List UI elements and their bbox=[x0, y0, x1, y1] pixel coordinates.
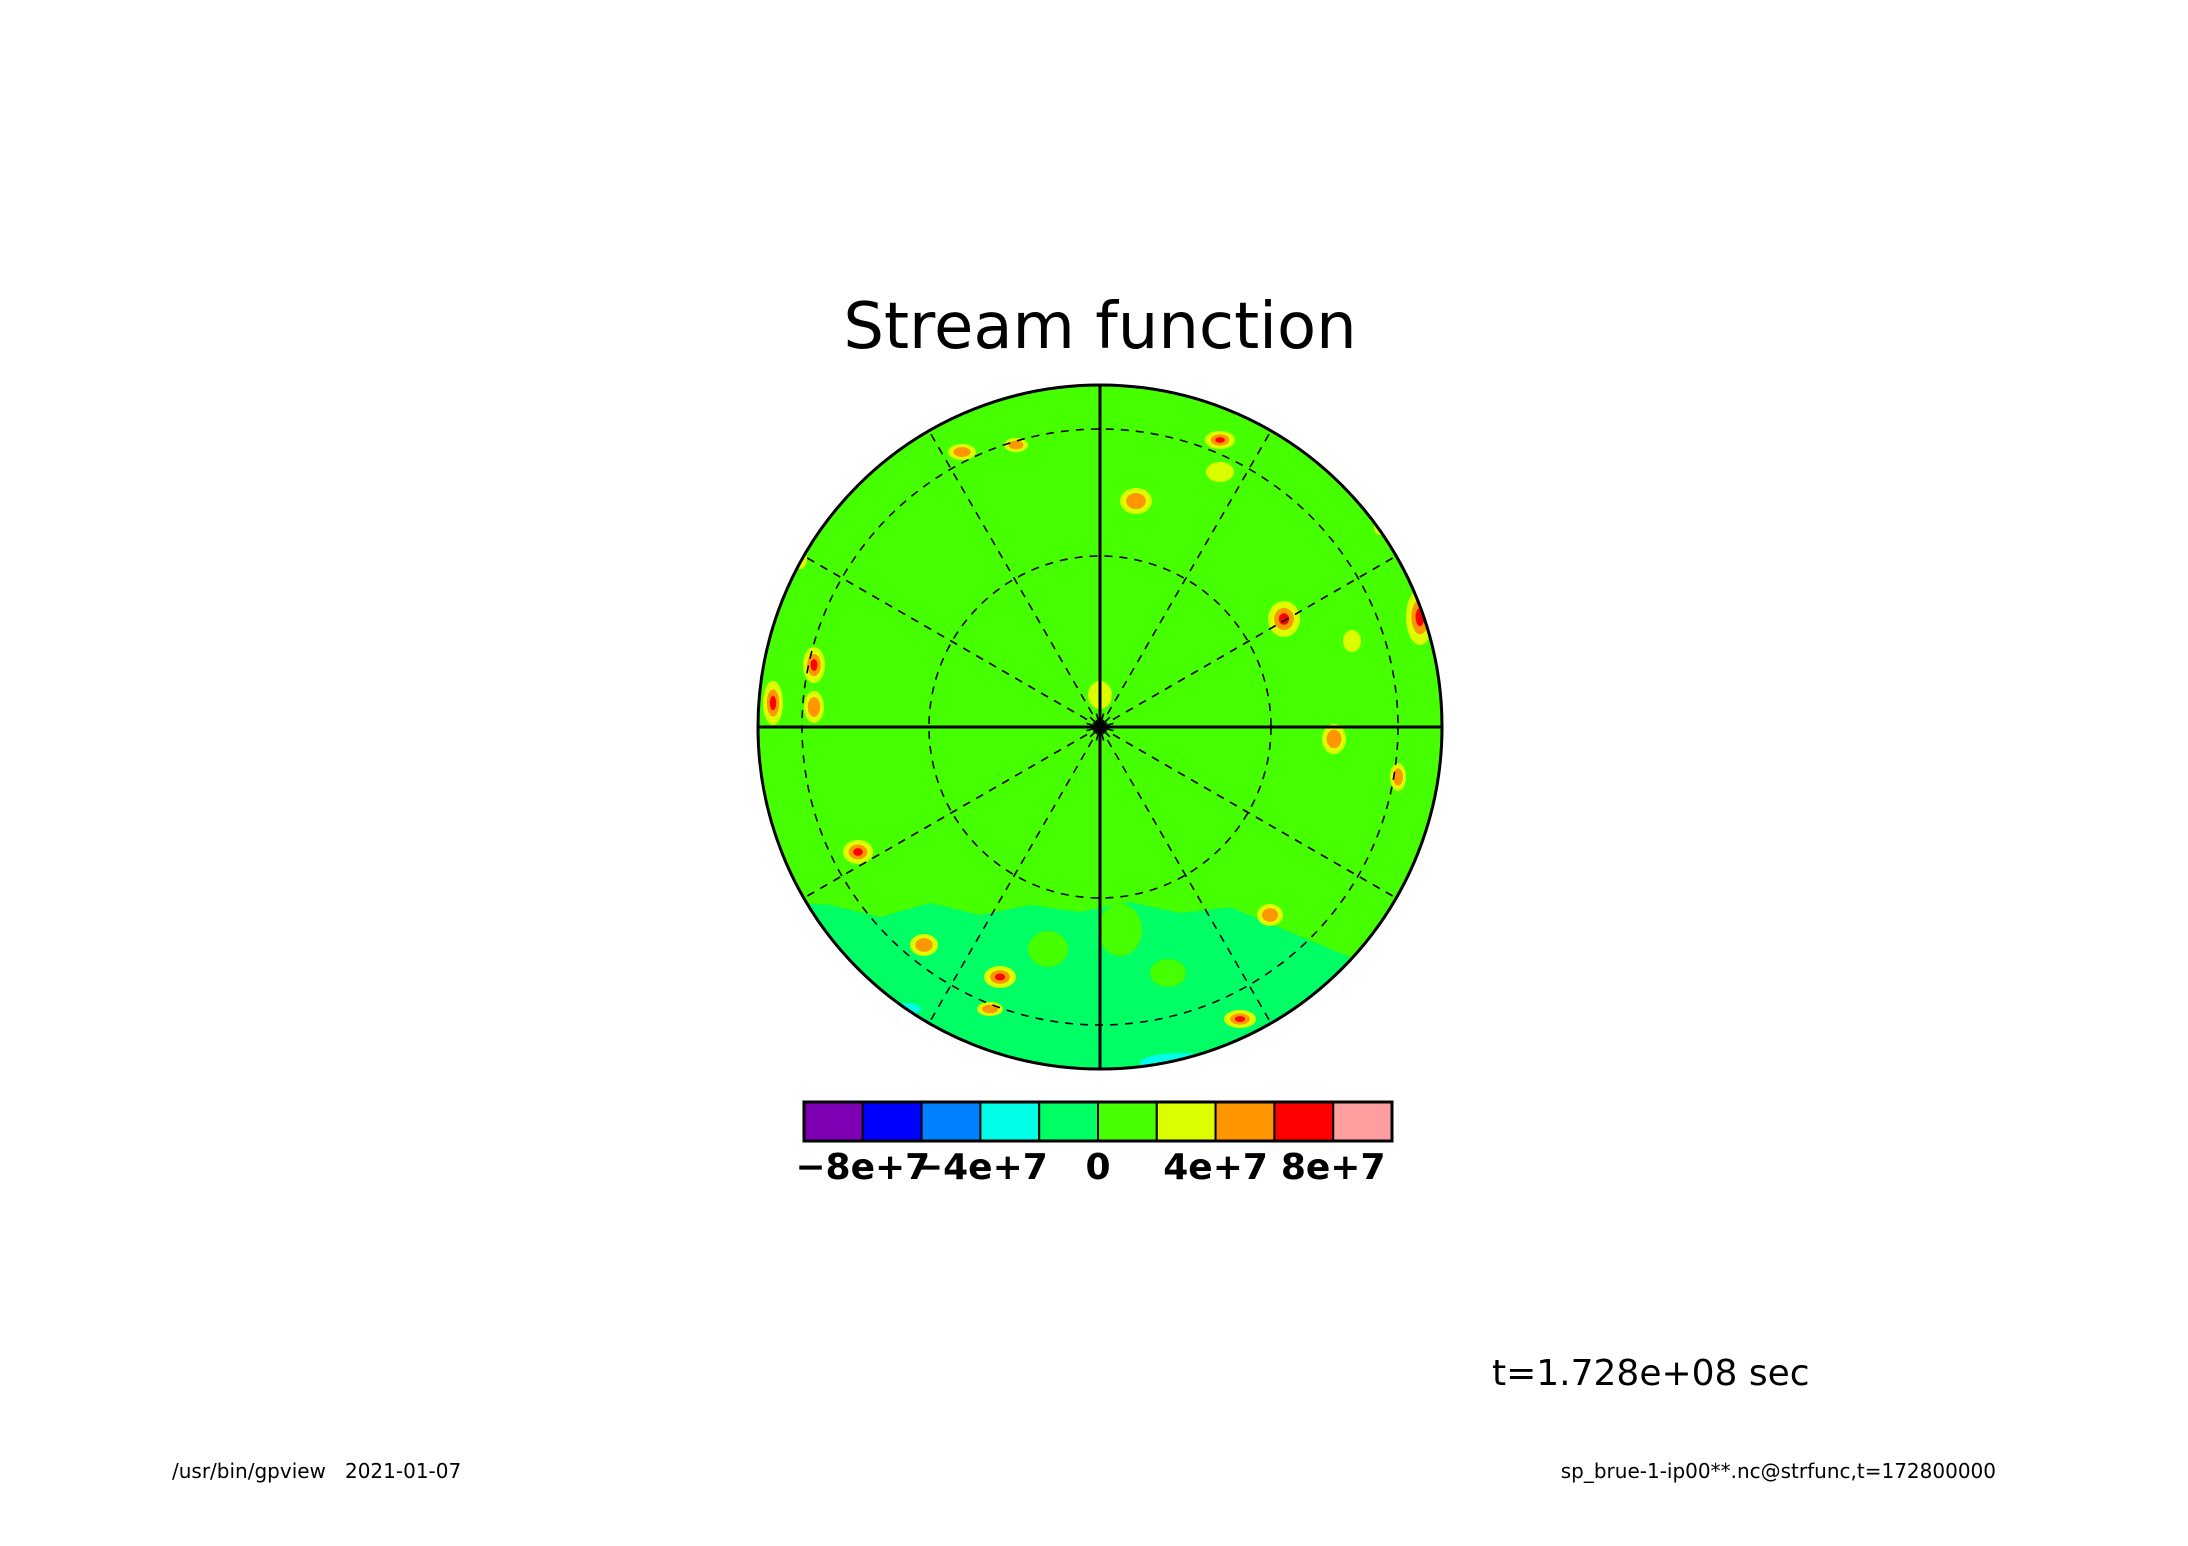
field-patch bbox=[1028, 931, 1068, 967]
vortex-8-mid bbox=[1393, 768, 1403, 786]
colorbar-swatch-8 bbox=[1273, 1101, 1335, 1142]
pole-tick bbox=[1089, 726, 1101, 738]
colorbar-tick-label-0: −8e+7 bbox=[795, 1147, 930, 1188]
colorbar-swatch-9 bbox=[1332, 1101, 1393, 1142]
vortex-12-core bbox=[769, 695, 777, 711]
meridian-240 bbox=[928, 726, 1101, 1024]
vortex-17-mid bbox=[1261, 908, 1279, 922]
colorbar-tick-label-3: 4e+7 bbox=[1163, 1147, 1268, 1188]
colorbar-swatch-7 bbox=[1214, 1101, 1276, 1142]
pole-tick bbox=[1099, 716, 1111, 728]
pole-tick bbox=[1099, 722, 1114, 728]
vortex-5-core bbox=[1278, 613, 1290, 625]
meridian-210 bbox=[803, 726, 1101, 899]
pole-tick bbox=[1095, 726, 1101, 741]
colorbar-swatch-5 bbox=[1097, 1101, 1158, 1142]
field-min-fringe bbox=[1140, 1053, 1220, 1069]
vortex-13-core bbox=[853, 848, 863, 856]
colorbar-swatch-3 bbox=[979, 1101, 1041, 1142]
colorbar-tick-label-4: 8e+7 bbox=[1281, 1147, 1386, 1188]
pole-tick bbox=[1086, 726, 1101, 732]
vortex-3-outer bbox=[1206, 462, 1234, 482]
meridian-300 bbox=[1099, 726, 1272, 1024]
pole-tick bbox=[1089, 716, 1101, 728]
chart-title: Stream function bbox=[843, 290, 1356, 364]
pole-tick bbox=[1095, 713, 1101, 728]
pole-tick bbox=[1099, 726, 1105, 741]
meridian-120 bbox=[928, 430, 1101, 728]
footer-right: sp_brue-1-ip00**.nc@strfunc,t=172800000 bbox=[1561, 1459, 1996, 1483]
meridian-330 bbox=[1099, 726, 1397, 899]
colorbar bbox=[802, 1100, 1394, 1143]
map-boundary bbox=[756, 383, 1444, 1071]
vortex-6-outer bbox=[1343, 630, 1361, 652]
field-patch bbox=[1150, 959, 1186, 987]
pole-tick bbox=[1099, 726, 1111, 738]
vortex-11-mid bbox=[807, 697, 821, 717]
vortex-4-mid bbox=[1126, 492, 1146, 510]
colorbar-swatch-0 bbox=[803, 1101, 864, 1142]
footer-left: /usr/bin/gpview 2021-01-07 bbox=[172, 1459, 461, 1483]
vortex-1-mid bbox=[953, 447, 971, 457]
colorbar-frame bbox=[802, 1100, 1394, 1143]
field-patch bbox=[1098, 904, 1142, 956]
meridian-30 bbox=[1099, 555, 1397, 728]
graticule bbox=[758, 385, 1442, 1069]
vortex-16-mid bbox=[981, 1004, 999, 1014]
vortex-18-core bbox=[1234, 1016, 1246, 1022]
time-label: t=1.728e+08 sec bbox=[1492, 1353, 1810, 1394]
pole-tick bbox=[1099, 726, 1114, 732]
colorbar-swatch-6 bbox=[1155, 1101, 1217, 1142]
colorbar-tick-labels: −8e+7−4e+7 0 4e+7 8e+7 bbox=[795, 1147, 1385, 1188]
colorbar-tick-label-1: −4e+7 bbox=[913, 1147, 1048, 1188]
vortex-15-core bbox=[994, 973, 1006, 981]
vortex-0-mid bbox=[1008, 440, 1024, 450]
pole-tick bbox=[1099, 713, 1105, 728]
pole-tick bbox=[1086, 722, 1101, 728]
colorbar-swatch-1 bbox=[861, 1101, 923, 1142]
vortex-7-mid bbox=[1326, 729, 1342, 749]
meridian-60 bbox=[1099, 430, 1272, 728]
vortex-14-mid bbox=[915, 938, 933, 952]
meridian-150 bbox=[803, 555, 1101, 728]
vortex-10-core bbox=[810, 659, 818, 671]
vortex-2-core bbox=[1215, 437, 1225, 443]
colorbar-tick-label-2: 0 bbox=[1085, 1147, 1110, 1188]
colorbar-swatch-4 bbox=[1038, 1101, 1099, 1142]
polar-map bbox=[756, 383, 1444, 1071]
colorbar-swatch-2 bbox=[920, 1101, 982, 1142]
